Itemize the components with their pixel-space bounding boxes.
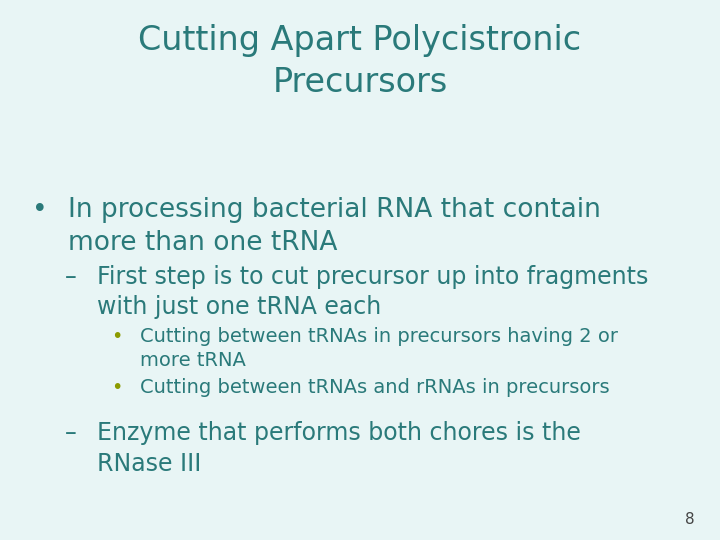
Text: Enzyme that performs both chores is the
RNase III: Enzyme that performs both chores is the … [97, 421, 581, 476]
Text: Cutting between tRNAs in precursors having 2 or
more tRNA: Cutting between tRNAs in precursors havi… [140, 327, 618, 370]
Text: –: – [65, 421, 76, 445]
Text: •: • [32, 197, 48, 223]
Text: Cutting between tRNAs and rRNAs in precursors: Cutting between tRNAs and rRNAs in precu… [140, 378, 610, 397]
Text: In processing bacterial RNA that contain
more than one tRNA: In processing bacterial RNA that contain… [68, 197, 601, 256]
Text: Cutting Apart Polycistronic
Precursors: Cutting Apart Polycistronic Precursors [138, 24, 582, 99]
Text: •: • [112, 327, 123, 346]
Text: 8: 8 [685, 511, 695, 526]
Text: –: – [65, 265, 76, 288]
Text: First step is to cut precursor up into fragments
with just one tRNA each: First step is to cut precursor up into f… [97, 265, 649, 319]
Text: •: • [112, 378, 123, 397]
